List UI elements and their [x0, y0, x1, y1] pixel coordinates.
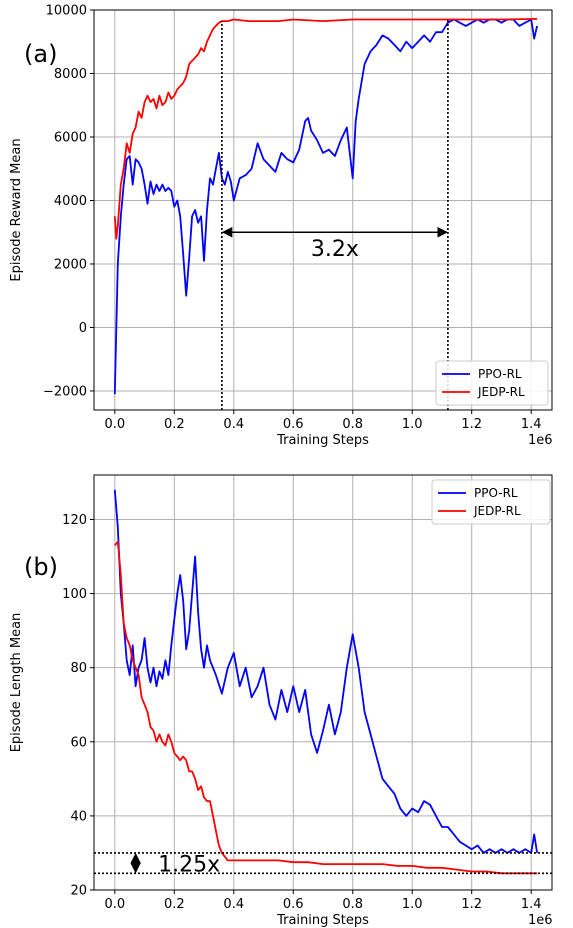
y-tick-label: 2000	[54, 257, 87, 272]
panel-label: (a)	[24, 40, 57, 68]
chart-panel-a: 0.0 0.2 0.4 0.6 0.8 1.0 1.2 1.4 −2000 0 2000 4000 60…	[9, 4, 553, 449]
y-tick-label: 120	[62, 513, 87, 528]
x-tick-label: 1.2	[461, 417, 482, 432]
y-tick-label: 40	[70, 809, 87, 824]
x-scale-label: 1e6	[528, 913, 553, 928]
x-tick-label: 0.4	[223, 897, 244, 912]
legend-box	[431, 479, 551, 525]
x-tick-label: 1.4	[521, 897, 542, 912]
y-axis-label: Episode Reward Mean	[9, 138, 24, 281]
x-scale-label: 1e6	[528, 433, 553, 448]
plot-area	[113, 489, 538, 875]
series-line-jedp-rl	[113, 18, 538, 240]
panel-label: (b)	[24, 553, 58, 581]
series-line-ppo-rl	[113, 18, 538, 395]
x-tick-label: 0.6	[283, 417, 304, 432]
chart-panel-b: 0.0 0.2 0.4 0.6 0.8 1.0 1.2 1.4 20 40 60 80 100 120 Tr…	[9, 474, 553, 928]
x-tick-label: 0.0	[104, 897, 125, 912]
x-axis-label: Training Steps	[276, 913, 369, 928]
y-tick-label: 0	[79, 321, 87, 336]
x-tick-label: 1.2	[461, 897, 482, 912]
y-tick-label: 10000	[46, 4, 87, 19]
y-tick-label: 60	[70, 735, 87, 750]
annotation-ratio-text: 1.25x	[158, 852, 220, 877]
series-line-ppo-rl	[113, 489, 538, 854]
y-tick-label: −2000	[43, 384, 87, 399]
x-tick-label: 1.4	[521, 417, 542, 432]
x-tick-label: 0.0	[104, 417, 125, 432]
y-tick-label: 8000	[54, 67, 87, 82]
plot-frame	[93, 9, 553, 411]
x-axis-label: Training Steps	[276, 433, 369, 448]
y-tick-label: 4000	[54, 194, 87, 209]
legend: PPO-RL JEDP-RL	[431, 479, 551, 525]
y-tick-label: 20	[70, 884, 87, 899]
legend-box	[435, 360, 549, 406]
legend-entry-ppo-rl: PPO-RL	[474, 486, 518, 500]
y-tick-label: 100	[62, 587, 87, 602]
plot-area	[113, 18, 538, 395]
x-tick-label: 0.8	[342, 897, 363, 912]
legend-entry-jedp-rl: JEDP-RL	[477, 385, 525, 399]
y-tick-label: 6000	[54, 130, 87, 145]
x-tick-label: 0.4	[223, 417, 244, 432]
y-axis-label: Episode Length Mean	[9, 613, 24, 753]
legend-entry-ppo-rl: PPO-RL	[478, 367, 522, 381]
x-tick-label: 0.8	[342, 417, 363, 432]
x-tick-label: 0.2	[164, 417, 185, 432]
x-tick-label: 1.0	[402, 897, 423, 912]
y-tick-label: 80	[70, 661, 87, 676]
x-tick-label: 0.6	[283, 897, 304, 912]
legend: PPO-RL JEDP-RL	[435, 360, 549, 406]
x-tick-label: 0.2	[164, 897, 185, 912]
x-tick-label: 1.0	[402, 417, 423, 432]
legend-entry-jedp-rl: JEDP-RL	[473, 504, 521, 518]
plot-frame	[93, 474, 553, 891]
annotation-ratio-text: 3.2x	[311, 237, 359, 262]
series-line-jedp-rl	[114, 540, 538, 875]
